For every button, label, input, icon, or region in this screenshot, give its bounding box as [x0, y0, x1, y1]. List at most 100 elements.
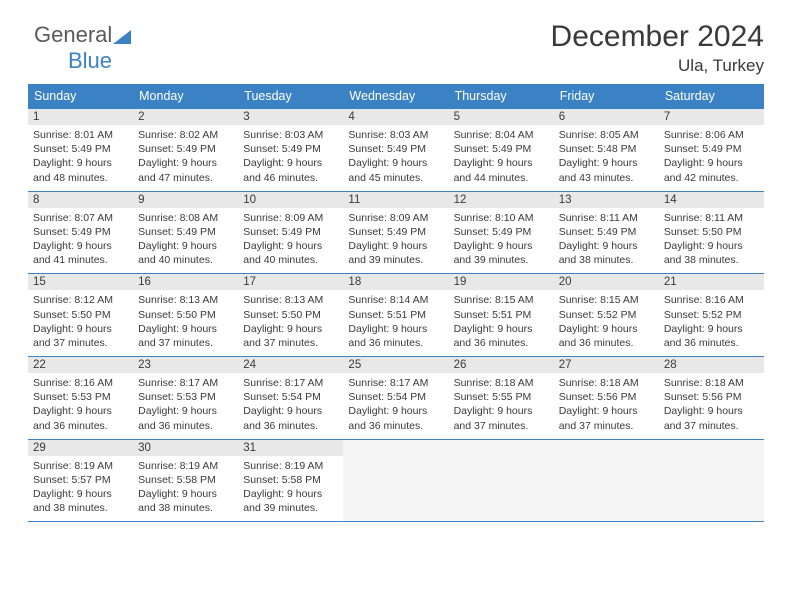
day-cell: 3 Sunrise: 8:03 AMSunset: 5:49 PMDayligh…	[238, 109, 343, 192]
logo-text-1: General	[34, 22, 112, 47]
day-number: 29	[28, 440, 133, 456]
day-cell: 31 Sunrise: 8:19 AMSunset: 5:58 PMDaylig…	[238, 439, 343, 522]
weekday-tue: Tuesday	[238, 84, 343, 109]
day-details: Sunrise: 8:17 AMSunset: 5:53 PMDaylight:…	[133, 373, 238, 439]
day-details: Sunrise: 8:18 AMSunset: 5:55 PMDaylight:…	[449, 373, 554, 439]
calendar-table: Sunday Monday Tuesday Wednesday Thursday…	[28, 84, 764, 522]
calendar-row: 8 Sunrise: 8:07 AMSunset: 5:49 PMDayligh…	[28, 191, 764, 274]
day-number: 30	[133, 440, 238, 456]
day-details: Sunrise: 8:15 AMSunset: 5:52 PMDaylight:…	[554, 290, 659, 356]
day-cell: 17 Sunrise: 8:13 AMSunset: 5:50 PMDaylig…	[238, 274, 343, 357]
day-details: Sunrise: 8:09 AMSunset: 5:49 PMDaylight:…	[238, 208, 343, 274]
day-number: 3	[238, 109, 343, 125]
day-number: 15	[28, 274, 133, 290]
day-number: 16	[133, 274, 238, 290]
day-cell: 13 Sunrise: 8:11 AMSunset: 5:49 PMDaylig…	[554, 191, 659, 274]
day-cell: 10 Sunrise: 8:09 AMSunset: 5:49 PMDaylig…	[238, 191, 343, 274]
weekday-thu: Thursday	[449, 84, 554, 109]
day-number: 12	[449, 192, 554, 208]
day-number: 13	[554, 192, 659, 208]
day-details: Sunrise: 8:08 AMSunset: 5:49 PMDaylight:…	[133, 208, 238, 274]
day-details: Sunrise: 8:03 AMSunset: 5:49 PMDaylight:…	[343, 125, 448, 191]
day-cell: 8 Sunrise: 8:07 AMSunset: 5:49 PMDayligh…	[28, 191, 133, 274]
month-title: December 2024	[28, 20, 764, 54]
day-cell: 20 Sunrise: 8:15 AMSunset: 5:52 PMDaylig…	[554, 274, 659, 357]
day-cell: 1 Sunrise: 8:01 AMSunset: 5:49 PMDayligh…	[28, 109, 133, 192]
day-details: Sunrise: 8:07 AMSunset: 5:49 PMDaylight:…	[28, 208, 133, 274]
day-cell: 2 Sunrise: 8:02 AMSunset: 5:49 PMDayligh…	[133, 109, 238, 192]
day-number: 7	[659, 109, 764, 125]
logo-text-2: Blue	[68, 48, 112, 73]
calendar-row: 1 Sunrise: 8:01 AMSunset: 5:49 PMDayligh…	[28, 109, 764, 192]
day-cell: 11 Sunrise: 8:09 AMSunset: 5:49 PMDaylig…	[343, 191, 448, 274]
day-number: 21	[659, 274, 764, 290]
weekday-header-row: Sunday Monday Tuesday Wednesday Thursday…	[28, 84, 764, 109]
day-details: Sunrise: 8:15 AMSunset: 5:51 PMDaylight:…	[449, 290, 554, 356]
day-number: 1	[28, 109, 133, 125]
day-details: Sunrise: 8:13 AMSunset: 5:50 PMDaylight:…	[238, 290, 343, 356]
weekday-sun: Sunday	[28, 84, 133, 109]
day-cell: 6 Sunrise: 8:05 AMSunset: 5:48 PMDayligh…	[554, 109, 659, 192]
day-details: Sunrise: 8:14 AMSunset: 5:51 PMDaylight:…	[343, 290, 448, 356]
day-number: 26	[449, 357, 554, 373]
day-number: 17	[238, 274, 343, 290]
day-cell: 4 Sunrise: 8:03 AMSunset: 5:49 PMDayligh…	[343, 109, 448, 192]
calendar-row: 22 Sunrise: 8:16 AMSunset: 5:53 PMDaylig…	[28, 357, 764, 440]
day-details: Sunrise: 8:11 AMSunset: 5:49 PMDaylight:…	[554, 208, 659, 274]
day-cell: 30 Sunrise: 8:19 AMSunset: 5:58 PMDaylig…	[133, 439, 238, 522]
day-number: 8	[28, 192, 133, 208]
day-details: Sunrise: 8:09 AMSunset: 5:49 PMDaylight:…	[343, 208, 448, 274]
day-cell: 26 Sunrise: 8:18 AMSunset: 5:55 PMDaylig…	[449, 357, 554, 440]
day-number: 20	[554, 274, 659, 290]
day-cell: 5 Sunrise: 8:04 AMSunset: 5:49 PMDayligh…	[449, 109, 554, 192]
day-cell: 27 Sunrise: 8:18 AMSunset: 5:56 PMDaylig…	[554, 357, 659, 440]
day-number: 11	[343, 192, 448, 208]
day-details: Sunrise: 8:17 AMSunset: 5:54 PMDaylight:…	[343, 373, 448, 439]
day-number: 31	[238, 440, 343, 456]
header-block: December 2024 Ula, Turkey	[28, 20, 764, 76]
day-cell: 15 Sunrise: 8:12 AMSunset: 5:50 PMDaylig…	[28, 274, 133, 357]
day-details: Sunrise: 8:02 AMSunset: 5:49 PMDaylight:…	[133, 125, 238, 191]
day-details: Sunrise: 8:06 AMSunset: 5:49 PMDaylight:…	[659, 125, 764, 191]
day-number: 23	[133, 357, 238, 373]
day-details: Sunrise: 8:19 AMSunset: 5:58 PMDaylight:…	[133, 456, 238, 522]
weekday-sat: Saturday	[659, 84, 764, 109]
empty-cell	[343, 439, 448, 522]
day-cell: 24 Sunrise: 8:17 AMSunset: 5:54 PMDaylig…	[238, 357, 343, 440]
day-details: Sunrise: 8:10 AMSunset: 5:49 PMDaylight:…	[449, 208, 554, 274]
day-number: 25	[343, 357, 448, 373]
day-details: Sunrise: 8:11 AMSunset: 5:50 PMDaylight:…	[659, 208, 764, 274]
day-number: 19	[449, 274, 554, 290]
day-details: Sunrise: 8:18 AMSunset: 5:56 PMDaylight:…	[659, 373, 764, 439]
day-cell: 9 Sunrise: 8:08 AMSunset: 5:49 PMDayligh…	[133, 191, 238, 274]
day-number: 5	[449, 109, 554, 125]
day-details: Sunrise: 8:19 AMSunset: 5:58 PMDaylight:…	[238, 456, 343, 522]
day-details: Sunrise: 8:03 AMSunset: 5:49 PMDaylight:…	[238, 125, 343, 191]
day-number: 18	[343, 274, 448, 290]
day-number: 4	[343, 109, 448, 125]
day-number: 22	[28, 357, 133, 373]
location: Ula, Turkey	[28, 56, 764, 76]
day-cell: 12 Sunrise: 8:10 AMSunset: 5:49 PMDaylig…	[449, 191, 554, 274]
day-cell: 29 Sunrise: 8:19 AMSunset: 5:57 PMDaylig…	[28, 439, 133, 522]
empty-cell	[659, 439, 764, 522]
weekday-wed: Wednesday	[343, 84, 448, 109]
day-details: Sunrise: 8:04 AMSunset: 5:49 PMDaylight:…	[449, 125, 554, 191]
calendar-row: 15 Sunrise: 8:12 AMSunset: 5:50 PMDaylig…	[28, 274, 764, 357]
day-cell: 7 Sunrise: 8:06 AMSunset: 5:49 PMDayligh…	[659, 109, 764, 192]
day-details: Sunrise: 8:19 AMSunset: 5:57 PMDaylight:…	[28, 456, 133, 522]
day-cell: 14 Sunrise: 8:11 AMSunset: 5:50 PMDaylig…	[659, 191, 764, 274]
day-cell: 21 Sunrise: 8:16 AMSunset: 5:52 PMDaylig…	[659, 274, 764, 357]
logo: General Blue	[34, 22, 131, 74]
day-details: Sunrise: 8:05 AMSunset: 5:48 PMDaylight:…	[554, 125, 659, 191]
logo-triangle-icon	[113, 30, 131, 44]
day-cell: 18 Sunrise: 8:14 AMSunset: 5:51 PMDaylig…	[343, 274, 448, 357]
day-cell: 23 Sunrise: 8:17 AMSunset: 5:53 PMDaylig…	[133, 357, 238, 440]
day-details: Sunrise: 8:12 AMSunset: 5:50 PMDaylight:…	[28, 290, 133, 356]
calendar-row: 29 Sunrise: 8:19 AMSunset: 5:57 PMDaylig…	[28, 439, 764, 522]
day-cell: 22 Sunrise: 8:16 AMSunset: 5:53 PMDaylig…	[28, 357, 133, 440]
day-cell: 19 Sunrise: 8:15 AMSunset: 5:51 PMDaylig…	[449, 274, 554, 357]
weekday-mon: Monday	[133, 84, 238, 109]
day-cell: 28 Sunrise: 8:18 AMSunset: 5:56 PMDaylig…	[659, 357, 764, 440]
day-number: 27	[554, 357, 659, 373]
